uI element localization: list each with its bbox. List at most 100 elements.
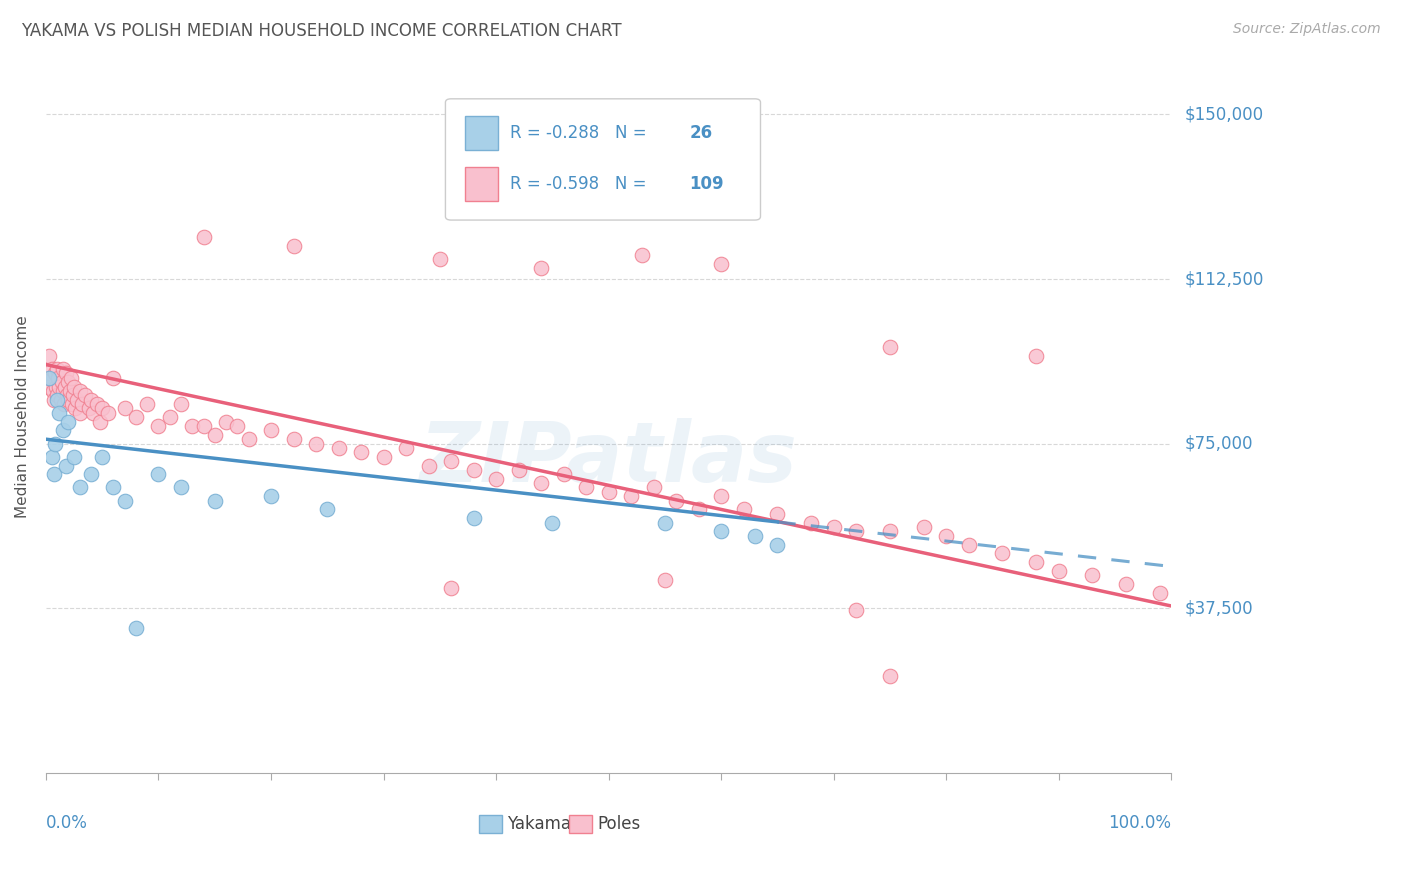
Point: [42, 467, 65, 482]
Point: [316, 502, 339, 516]
FancyBboxPatch shape: [446, 99, 761, 220]
Point: [114, 493, 136, 508]
Point: [598, 484, 620, 499]
Point: [69, 406, 91, 420]
Point: [53, 397, 76, 411]
Point: [66, 392, 89, 407]
Point: [530, 476, 553, 491]
Point: [395, 441, 418, 455]
Point: [1025, 555, 1047, 569]
Point: [305, 436, 328, 450]
Point: [328, 441, 350, 455]
Point: [373, 450, 395, 464]
Point: [148, 467, 170, 482]
Point: [226, 419, 249, 434]
Point: [41, 450, 63, 464]
Point: [575, 481, 598, 495]
Point: [136, 397, 159, 411]
Point: [665, 493, 688, 508]
Point: [41, 384, 63, 398]
Point: [63, 379, 86, 393]
Point: [91, 450, 114, 464]
Point: [418, 458, 440, 473]
Point: [688, 502, 710, 516]
Point: [238, 432, 260, 446]
Point: [58, 392, 80, 407]
Point: [170, 397, 193, 411]
Text: R = -0.288   N =: R = -0.288 N =: [509, 124, 657, 142]
Text: ZIPatlas: ZIPatlas: [419, 418, 797, 500]
Point: [710, 524, 733, 539]
Point: [55, 367, 77, 381]
Point: [181, 419, 204, 434]
Point: [89, 415, 111, 429]
Text: 109: 109: [689, 175, 724, 193]
Point: [48, 371, 70, 385]
Point: [800, 516, 823, 530]
Point: [170, 481, 193, 495]
Point: [744, 529, 766, 543]
Point: [48, 406, 70, 420]
Point: [77, 401, 100, 416]
Point: [654, 516, 676, 530]
Point: [63, 450, 86, 464]
Point: [440, 454, 463, 468]
Point: [44, 436, 66, 450]
Point: [766, 537, 789, 551]
FancyBboxPatch shape: [464, 116, 498, 150]
Point: [912, 520, 935, 534]
Point: [204, 493, 226, 508]
Point: [80, 467, 103, 482]
Point: [710, 257, 733, 271]
Point: [508, 463, 530, 477]
Point: [845, 524, 868, 539]
Y-axis label: Median Household Income: Median Household Income: [15, 315, 30, 517]
Point: [91, 401, 114, 416]
Point: [103, 481, 125, 495]
Point: [65, 401, 87, 416]
Point: [440, 582, 463, 596]
Point: [733, 502, 755, 516]
Point: [823, 520, 845, 534]
Point: [283, 432, 305, 446]
Point: [204, 427, 226, 442]
Point: [103, 371, 125, 385]
Text: 0.0%: 0.0%: [46, 814, 87, 832]
Point: [48, 379, 70, 393]
Point: [114, 401, 136, 416]
Point: [1115, 577, 1137, 591]
Point: [991, 546, 1014, 560]
Point: [125, 410, 148, 425]
Point: [82, 406, 104, 420]
Point: [42, 392, 65, 407]
Point: [957, 537, 980, 551]
Point: [49, 392, 72, 407]
Point: [69, 384, 91, 398]
Point: [97, 406, 120, 420]
Text: Source: ZipAtlas.com: Source: ZipAtlas.com: [1233, 22, 1381, 37]
Point: [46, 392, 69, 407]
Point: [654, 573, 676, 587]
FancyBboxPatch shape: [569, 814, 592, 833]
Point: [553, 467, 575, 482]
Point: [37, 379, 59, 393]
Point: [260, 424, 283, 438]
Point: [38, 349, 60, 363]
Point: [38, 371, 60, 385]
Point: [845, 603, 868, 617]
Point: [193, 230, 215, 244]
Point: [52, 362, 75, 376]
Point: [58, 415, 80, 429]
FancyBboxPatch shape: [479, 814, 502, 833]
Point: [485, 472, 508, 486]
Point: [283, 239, 305, 253]
Point: [1081, 568, 1104, 582]
Point: [69, 481, 91, 495]
Point: [530, 261, 553, 276]
Point: [710, 489, 733, 503]
Point: [56, 388, 79, 402]
Point: [53, 379, 76, 393]
Point: [1047, 564, 1070, 578]
Point: [193, 419, 215, 434]
Point: [215, 415, 238, 429]
